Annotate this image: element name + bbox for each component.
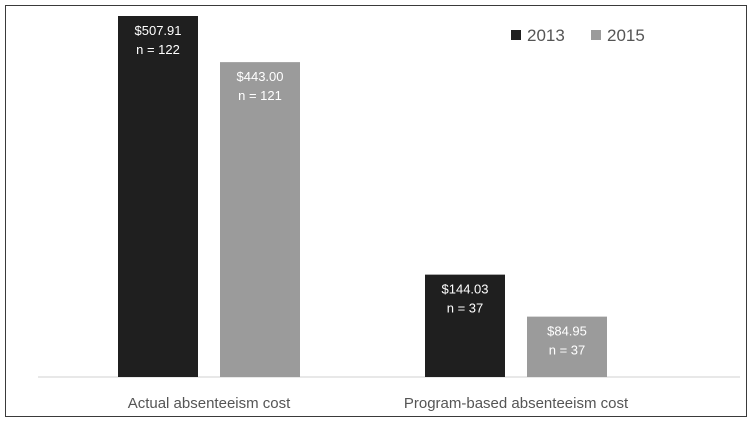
category-labels-layer: Actual absenteeism cost Program-based abs… <box>128 395 629 412</box>
data-label-n: n = 37 <box>447 301 484 316</box>
category-label: Actual absenteeism cost <box>128 395 291 412</box>
legend: 2013 2015 <box>511 26 645 45</box>
data-label-n: n = 37 <box>549 343 586 358</box>
category-label: Program-based absenteeism cost <box>404 395 629 412</box>
bar-2015-actual <box>220 62 300 377</box>
data-label-value: $144.03 <box>442 282 489 297</box>
bar-2015-program-based <box>527 316 607 377</box>
legend-swatch-2013 <box>511 30 521 40</box>
legend-label-2013: 2013 <box>527 26 565 45</box>
data-labels-layer: $507.91 n = 122 $144.03 n = 37 $443.00 n = 12… <box>135 23 587 358</box>
data-label-value: $84.95 <box>547 324 587 339</box>
legend-label-2015: 2015 <box>607 26 645 45</box>
data-label-n: n = 122 <box>136 42 180 57</box>
legend-swatch-2015 <box>591 30 601 40</box>
bar-2013-program-based <box>425 274 505 377</box>
data-label-value: $507.91 <box>135 23 182 38</box>
bars-layer <box>118 16 607 377</box>
data-label-value: $443.00 <box>237 69 284 84</box>
data-label-n: n = 121 <box>238 88 282 103</box>
bar-2013-actual <box>118 16 198 377</box>
